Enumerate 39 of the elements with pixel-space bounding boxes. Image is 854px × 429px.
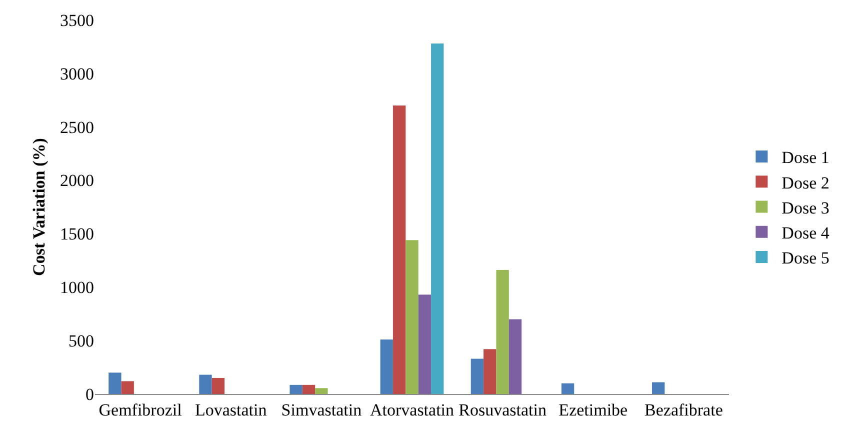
- bar: [406, 240, 418, 394]
- x-tick-label: Atorvastatin: [370, 400, 455, 420]
- y-tick-label: 2000: [60, 171, 94, 190]
- legend-label: Dose 2: [782, 173, 830, 192]
- y-axis-title: Cost Variation (%): [30, 138, 49, 276]
- bar: [121, 381, 134, 394]
- x-tick-label: Rosuvastatin: [458, 400, 547, 420]
- x-tick-label: Bezafibrate: [644, 400, 723, 420]
- bar: [470, 358, 484, 394]
- bar: [561, 383, 574, 394]
- y-tick-label: 3500: [60, 10, 94, 30]
- x-tick-label: Lovastatin: [194, 400, 268, 420]
- x-tick-label: Gemfibrozil: [98, 400, 182, 420]
- y-tick-label: 2500: [60, 118, 94, 137]
- bar: [418, 294, 432, 394]
- legend-label: Dose 4: [782, 223, 830, 242]
- bar: [199, 374, 212, 394]
- bar: [380, 340, 393, 394]
- legend-label: Dose 3: [782, 198, 830, 218]
- bar: [496, 270, 509, 394]
- bar: [290, 384, 302, 394]
- y-tick-label: 500: [68, 332, 94, 351]
- bar: [108, 372, 122, 394]
- legend-label: Dose 5: [782, 248, 830, 268]
- y-tick-label: 0: [86, 384, 94, 404]
- bar: [484, 349, 496, 394]
- bar: [652, 382, 665, 394]
- bar: [315, 388, 328, 394]
- x-tick-label: Simvastatin: [281, 400, 362, 420]
- bar: [392, 105, 406, 394]
- legend-label: Dose 1: [782, 148, 830, 168]
- y-tick-label: 3000: [60, 64, 94, 84]
- x-tick-label: Ezetimibe: [558, 400, 628, 420]
- y-tick-label: 1000: [60, 278, 94, 298]
- y-tick-label: 1500: [60, 224, 94, 244]
- bar: [431, 44, 444, 394]
- bar: [508, 319, 522, 394]
- bar: [302, 384, 316, 394]
- bar: [212, 378, 225, 394]
